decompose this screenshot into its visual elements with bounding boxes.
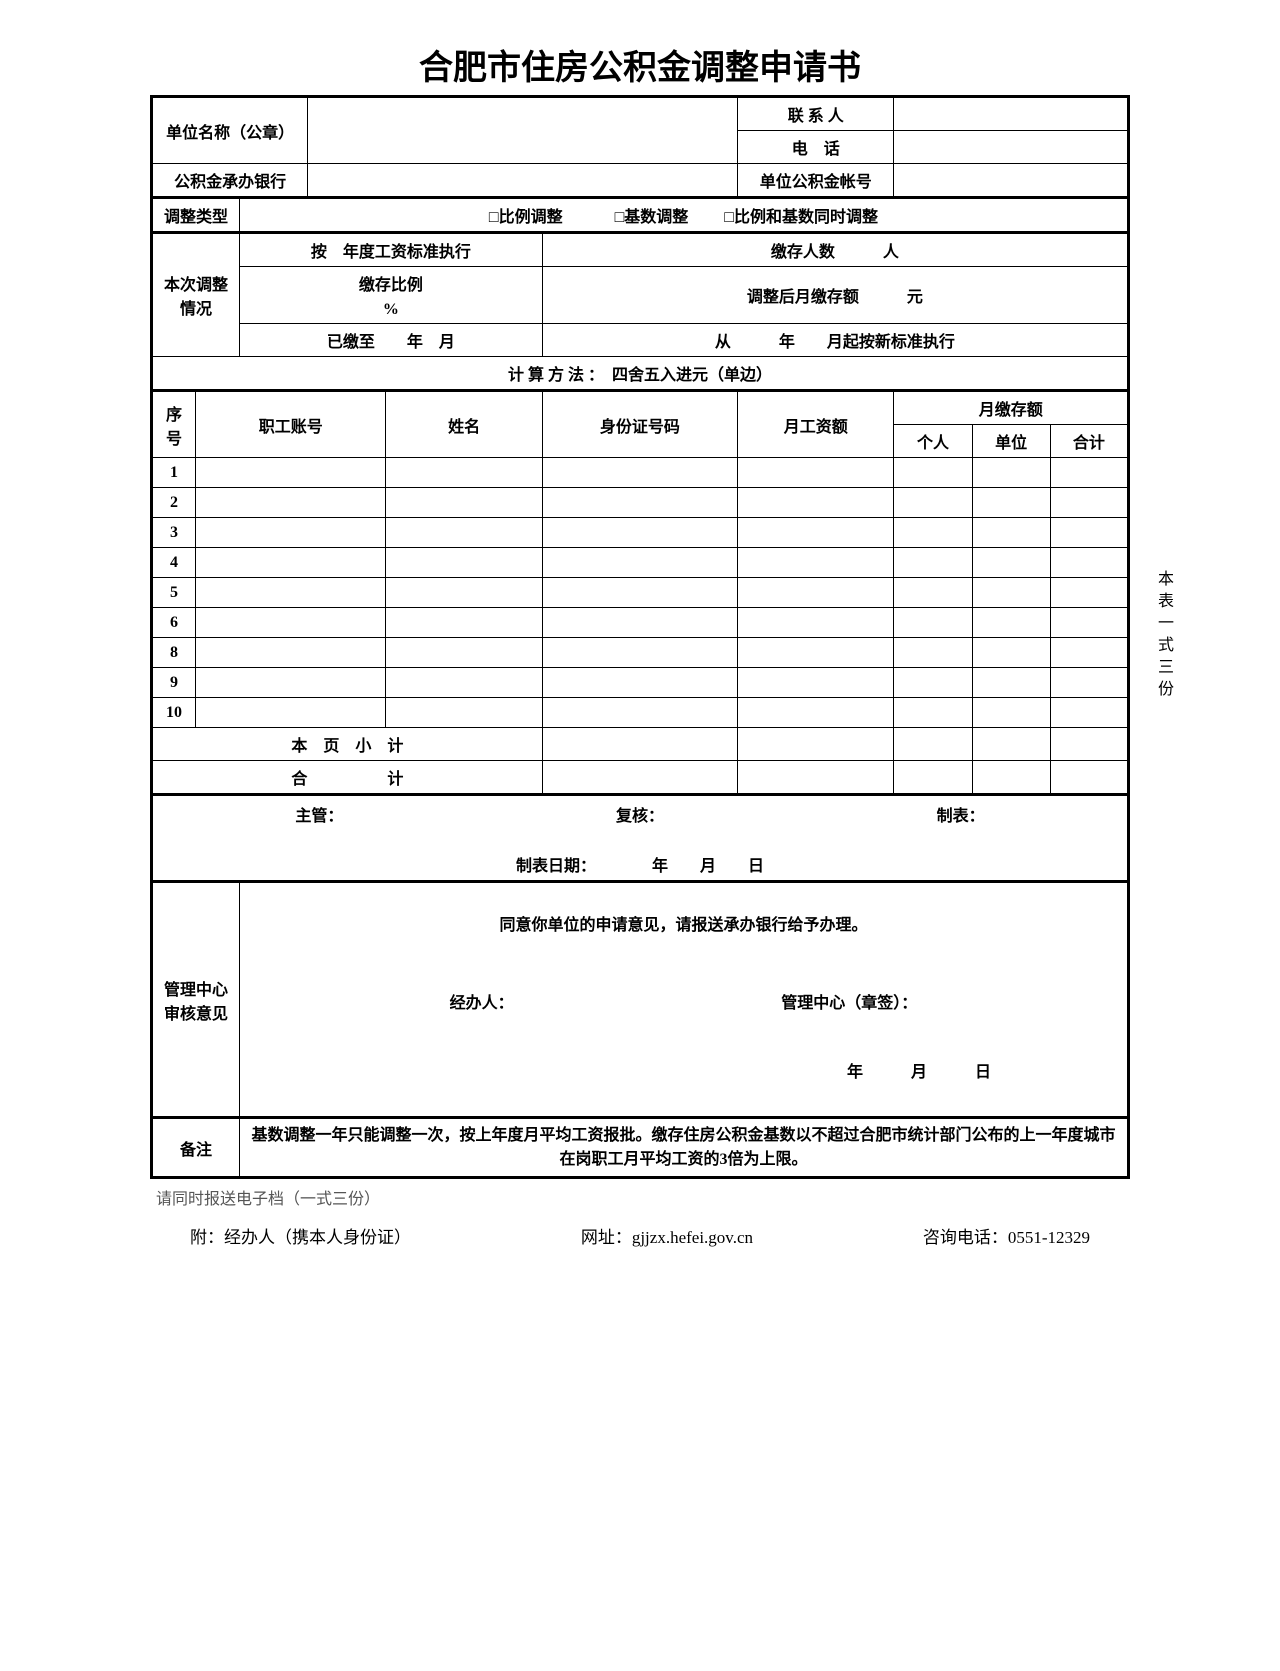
ratio-label: 缴存比例 bbox=[246, 271, 536, 295]
footer-tel: 咨询电话：0551-12329 bbox=[923, 1223, 1090, 1248]
sign-block: 主管： 复核： 制表： 制表日期： 年 月 日 bbox=[152, 795, 1129, 882]
remark-text: 基数调整一年只能调整一次，按上年度月平均工资报批。缴存住房公积金基数以不超过合肥… bbox=[239, 1118, 1128, 1178]
main-form-table: 单位名称（公章） 联 系 人 电 话 公积金承办银行 单位公积金帐号 调整类型 … bbox=[150, 95, 1130, 1179]
col-seq: 序号 bbox=[152, 391, 196, 458]
opt-base: □基数调整 bbox=[615, 209, 689, 226]
sit-r3-left: 已缴至 年 月 bbox=[239, 324, 542, 357]
unit-name-label: 单位名称（公章） bbox=[152, 97, 308, 164]
sit-r2-left: 缴存比例 % bbox=[239, 267, 542, 324]
table-row: 2 bbox=[152, 488, 1129, 518]
sit-r3-right: 从 年 月起按新标准执行 bbox=[542, 324, 1128, 357]
review-date: 年 月 日 bbox=[256, 1054, 1111, 1092]
opt-both: □比例和基数同时调整 bbox=[724, 209, 878, 226]
form-title: 合肥市住房公积金调整申请书 bbox=[150, 40, 1130, 89]
phone-label: 电 话 bbox=[738, 131, 894, 164]
table-row: 8 bbox=[152, 638, 1129, 668]
review-handler: 经办人： bbox=[450, 985, 514, 1023]
account-value bbox=[894, 164, 1129, 198]
footer-attach: 附：经办人（携本人身份证） bbox=[190, 1223, 411, 1248]
table-row: 10 bbox=[152, 698, 1129, 728]
col-personal: 个人 bbox=[894, 425, 972, 458]
account-label: 单位公积金帐号 bbox=[738, 164, 894, 198]
side-note: 本表一式三份 bbox=[1151, 570, 1175, 702]
col-unit: 单位 bbox=[972, 425, 1050, 458]
form-page: 本表一式三份 合肥市住房公积金调整申请书 单位名称（公章） 联 系 人 电 话 … bbox=[150, 40, 1130, 1248]
review-content: 同意你单位的申请意见，请报送承办银行给予办理。 经办人： 管理中心（章签）： 年… bbox=[239, 882, 1128, 1118]
col-total: 合计 bbox=[1050, 425, 1128, 458]
table-row: 9 bbox=[152, 668, 1129, 698]
col-acct: 职工账号 bbox=[195, 391, 385, 458]
table-row: 4 bbox=[152, 548, 1129, 578]
opt-ratio: □比例调整 bbox=[489, 209, 563, 226]
total-label: 合 计 bbox=[152, 761, 543, 795]
table-row: 5 bbox=[152, 578, 1129, 608]
col-name: 姓名 bbox=[386, 391, 542, 458]
footer-row: 附：经办人（携本人身份证） 网址：gjjzx.hefei.gov.cn 咨询电话… bbox=[150, 1223, 1130, 1248]
subtotal-label: 本 页 小 计 bbox=[152, 728, 543, 761]
sit-r1-right: 缴存人数 人 bbox=[542, 233, 1128, 267]
adjust-type-label: 调整类型 bbox=[152, 198, 240, 233]
review-center: 管理中心（章签）： bbox=[781, 985, 917, 1023]
contact-value bbox=[894, 97, 1129, 131]
phone-value bbox=[894, 131, 1129, 164]
review-text: 同意你单位的申请意见，请报送承办银行给予办理。 bbox=[256, 907, 1111, 945]
reviewer-label: 复核： bbox=[480, 802, 801, 826]
sit-r1-left: 按 年度工资标准执行 bbox=[239, 233, 542, 267]
supervisor-label: 主管： bbox=[159, 802, 480, 826]
col-wage: 月工资额 bbox=[738, 391, 894, 458]
review-label: 管理中心审核意见 bbox=[152, 882, 240, 1118]
table-row: 6 bbox=[152, 608, 1129, 638]
preparer-label: 制表： bbox=[800, 802, 1121, 826]
sit-r2-right: 调整后月缴存额 元 bbox=[542, 267, 1128, 324]
bank-value bbox=[308, 164, 738, 198]
footer-note: 请同时报送电子档（一式三份） bbox=[156, 1185, 1130, 1209]
calc-method: 计 算 方 法 ： 四舍五入进元（单边） bbox=[152, 357, 1129, 391]
col-id: 身份证号码 bbox=[542, 391, 737, 458]
situation-label: 本次调整情况 bbox=[152, 233, 240, 357]
ratio-pct: % bbox=[246, 301, 536, 319]
table-row: 3 bbox=[152, 518, 1129, 548]
col-deposit: 月缴存额 bbox=[894, 391, 1129, 425]
bank-label: 公积金承办银行 bbox=[152, 164, 308, 198]
table-row: 1 bbox=[152, 458, 1129, 488]
prepare-date: 制表日期： 年 月 日 bbox=[159, 852, 1121, 876]
contact-label: 联 系 人 bbox=[738, 97, 894, 131]
footer-url: 网址：gjjzx.hefei.gov.cn bbox=[581, 1223, 753, 1248]
unit-name-value bbox=[308, 97, 738, 164]
adjust-type-options: □比例调整 □基数调整 □比例和基数同时调整 bbox=[239, 198, 1128, 233]
remark-label: 备注 bbox=[152, 1118, 240, 1178]
